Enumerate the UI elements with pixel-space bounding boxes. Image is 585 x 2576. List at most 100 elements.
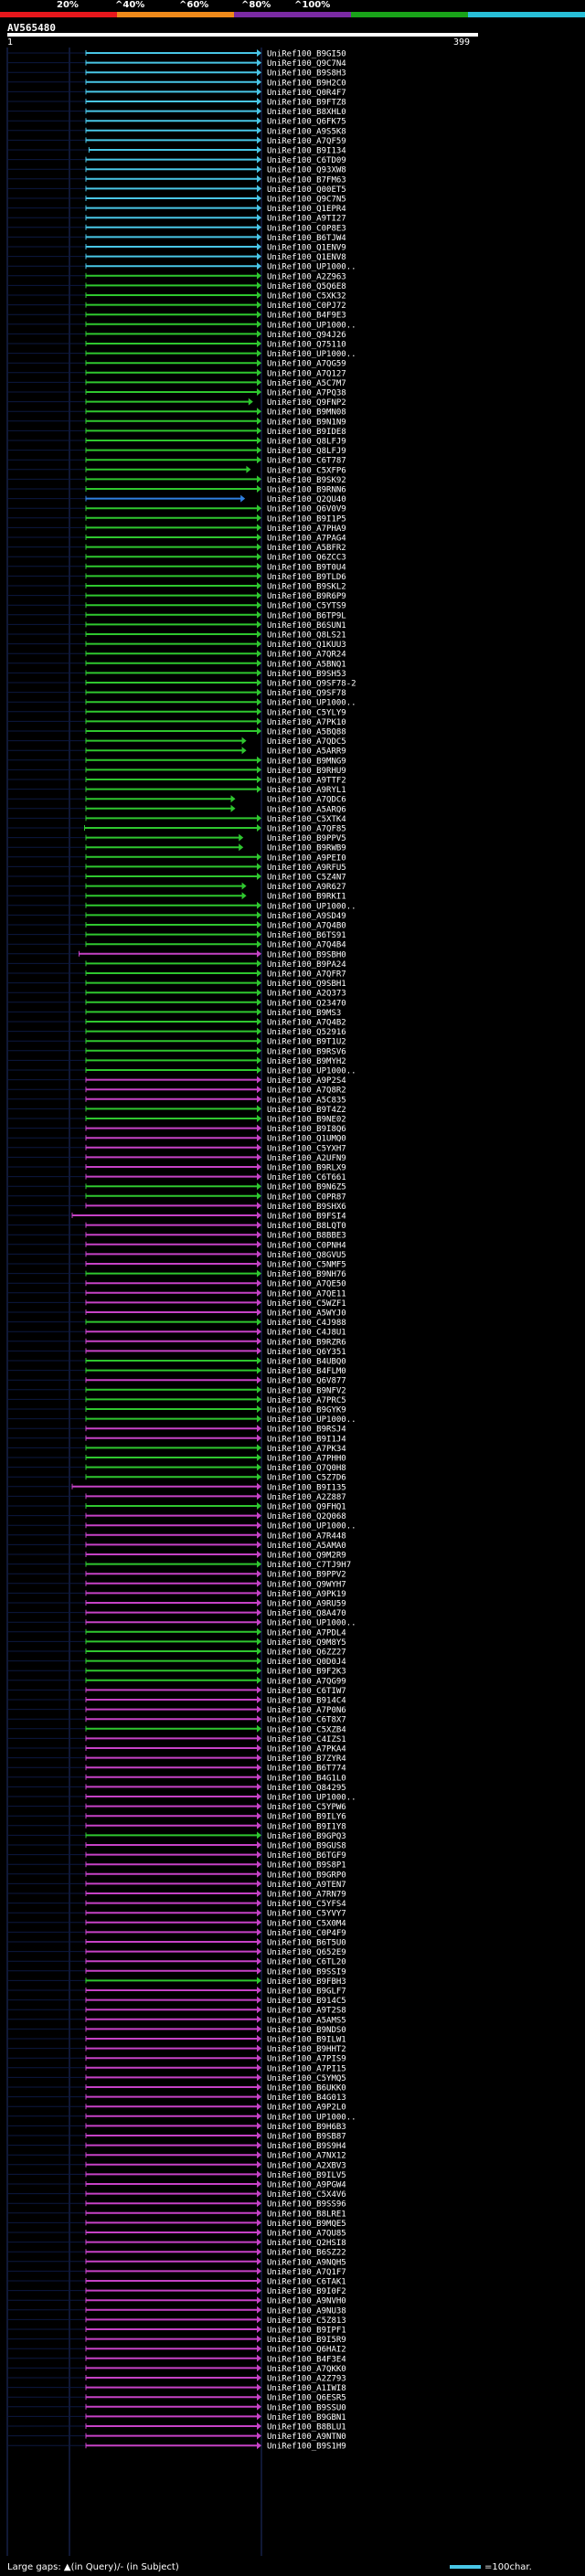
hit-label[interactable]: UniRef100_C5X4V6 — [267, 2190, 346, 2200]
hit-label[interactable]: UniRef100_C6TL20 — [267, 1958, 346, 1967]
hit-label[interactable]: UniRef100_A7PK10 — [267, 718, 346, 727]
hit-label[interactable]: UniRef100_A7Q4B0 — [267, 922, 346, 931]
hit-label[interactable]: UniRef100_Q1KUU3 — [267, 641, 346, 650]
hit-label[interactable]: UniRef100_C5XK32 — [267, 292, 346, 302]
hit-label[interactable]: UniRef100_A5AMS5 — [267, 2016, 346, 2025]
hit-label[interactable]: UniRef100_A9TEN7 — [267, 1881, 346, 1890]
hit-label[interactable]: UniRef100_A7NX12 — [267, 2152, 346, 2161]
hit-label[interactable]: UniRef100_B9H2C0 — [267, 79, 346, 88]
hit-label[interactable]: UniRef100_Q2QU40 — [267, 495, 346, 504]
hit-label[interactable]: UniRef100_Q00ET5 — [267, 186, 346, 195]
hit-label[interactable]: UniRef100_A9NTN0 — [267, 2433, 346, 2442]
hit-label[interactable]: UniRef100_Q6V0V9 — [267, 505, 346, 514]
hit-label[interactable]: UniRef100_B9RSJ4 — [267, 1426, 346, 1435]
hit-label[interactable]: UniRef100_Q9M8Y5 — [267, 1638, 346, 1648]
hit-label[interactable]: UniRef100_B8LRE1 — [267, 2210, 346, 2219]
hit-label[interactable]: UniRef100_Q52916 — [267, 1028, 346, 1037]
hit-label[interactable]: UniRef100_C5NMF5 — [267, 1261, 346, 1270]
hit-label[interactable]: UniRef100_A7PHA9 — [267, 525, 346, 534]
hit-label[interactable]: UniRef100_A7QR24 — [267, 651, 346, 660]
hit-label[interactable]: UniRef100_A2Q373 — [267, 990, 346, 999]
hit-label[interactable]: UniRef100_Q0R4F7 — [267, 89, 346, 98]
hit-label[interactable]: UniRef100_C0P4F9 — [267, 1929, 346, 1938]
hit-label[interactable]: UniRef100_Q23470 — [267, 999, 346, 1008]
hit-label[interactable]: UniRef100_Q2Q068 — [267, 1512, 346, 1521]
hit-label[interactable]: UniRef100_Q94J26 — [267, 331, 346, 340]
hit-label[interactable]: UniRef100_UP1000.. — [267, 902, 356, 911]
hit-label[interactable]: UniRef100_A7Q1F7 — [267, 2268, 346, 2277]
hit-label[interactable]: UniRef100_B9I134 — [267, 147, 346, 156]
hit-label[interactable]: UniRef100_B6T5U0 — [267, 1939, 346, 1948]
hit-label[interactable]: UniRef100_B9PPV5 — [267, 834, 346, 843]
hit-label[interactable]: UniRef100_B4G1L0 — [267, 1774, 346, 1783]
hit-label[interactable]: UniRef100_Q8LS21 — [267, 631, 346, 641]
hit-label[interactable]: UniRef100_B9GLF7 — [267, 1988, 346, 1997]
hit-label[interactable]: UniRef100_A5BFR2 — [267, 544, 346, 553]
hit-label[interactable]: UniRef100_B9I0F2 — [267, 2287, 346, 2296]
hit-label[interactable]: UniRef100_Q9SF78-2 — [267, 680, 356, 689]
hit-label[interactable]: UniRef100_B4F3E4 — [267, 2355, 346, 2364]
hit-label[interactable]: UniRef100_B7ZYR4 — [267, 1754, 346, 1764]
hit-label[interactable]: UniRef100_A7QE50 — [267, 1280, 346, 1289]
hit-label[interactable]: UniRef100_C5YPW6 — [267, 1803, 346, 1812]
hit-label[interactable]: UniRef100_B9RNN6 — [267, 486, 346, 495]
hit-label[interactable]: UniRef100_C4IZS1 — [267, 1735, 346, 1744]
hit-label[interactable]: UniRef100_C6T661 — [267, 1173, 346, 1182]
hit-label[interactable]: UniRef100_B9GUS8 — [267, 1842, 346, 1851]
hit-label[interactable]: UniRef100_Q8LFJ9 — [267, 438, 346, 447]
hit-label[interactable]: UniRef100_B8BLU1 — [267, 2423, 346, 2433]
hit-label[interactable]: UniRef100_C0PNH4 — [267, 1241, 346, 1250]
hit-label[interactable]: UniRef100_B6UKK0 — [267, 2084, 346, 2094]
hit-label[interactable]: UniRef100_B9T1U2 — [267, 1038, 346, 1047]
hit-label[interactable]: UniRef100_Q9SF78 — [267, 689, 346, 698]
hit-label[interactable]: UniRef100_A2Z793 — [267, 2375, 346, 2384]
hit-label[interactable]: UniRef100_Q6ESR5 — [267, 2394, 346, 2403]
hit-label[interactable]: UniRef100_A7Q4B2 — [267, 1019, 346, 1028]
hit-label[interactable]: UniRef100_B6SUN1 — [267, 621, 346, 631]
hit-label[interactable]: UniRef100_C4J988 — [267, 1319, 346, 1328]
hit-label[interactable]: UniRef100_A9NVH0 — [267, 2297, 346, 2306]
hit-label[interactable]: UniRef100_Q9WYH7 — [267, 1580, 346, 1589]
hit-label[interactable]: UniRef100_B4G013 — [267, 2094, 346, 2103]
hit-label[interactable]: UniRef100_A7QFR7 — [267, 970, 346, 980]
hit-label[interactable]: UniRef100_B9RKI1 — [267, 893, 346, 902]
hit-label[interactable]: UniRef100_A7PIS9 — [267, 2055, 346, 2064]
hit-label[interactable]: UniRef100_B9NFV2 — [267, 1386, 346, 1395]
hit-label[interactable]: UniRef100_B9IPF1 — [267, 2327, 346, 2336]
hit-label[interactable]: UniRef100_B9T4Z2 — [267, 1106, 346, 1115]
hit-label[interactable]: UniRef100_C0P8E3 — [267, 224, 346, 233]
hit-label[interactable]: UniRef100_Q93XW8 — [267, 166, 346, 175]
hit-label[interactable]: UniRef100_C6T787 — [267, 457, 346, 466]
hit-label[interactable]: UniRef100_C0PR87 — [267, 1193, 346, 1202]
hit-label[interactable]: UniRef100_A2UFN9 — [267, 1154, 346, 1163]
hit-label[interactable]: UniRef100_B9ILW1 — [267, 2036, 346, 2045]
hit-label[interactable]: UniRef100_A7RN79 — [267, 1891, 346, 1900]
hit-label[interactable]: UniRef100_B9I1Y8 — [267, 1822, 346, 1831]
hit-label[interactable]: UniRef100_A7R448 — [267, 1532, 346, 1541]
hit-label[interactable]: UniRef100_B9HHT2 — [267, 2045, 346, 2054]
hit-label[interactable]: UniRef100_A9RFU5 — [267, 864, 346, 873]
hit-label[interactable]: UniRef100_C5YXH7 — [267, 1144, 346, 1153]
hit-label[interactable]: UniRef100_C5YLY9 — [267, 708, 346, 717]
hit-label[interactable]: UniRef100_A5C7M7 — [267, 379, 346, 388]
hit-label[interactable]: UniRef100_B9T0U4 — [267, 563, 346, 572]
hit-label[interactable]: UniRef100_C5YFS4 — [267, 1900, 346, 1909]
hit-label[interactable]: UniRef100_B9RZR6 — [267, 1338, 346, 1347]
hit-label[interactable]: UniRef100_C5Z813 — [267, 2316, 346, 2326]
hit-label[interactable]: UniRef100_B9NDS0 — [267, 2026, 346, 2035]
hit-label[interactable]: UniRef100_UP1000.. — [267, 1522, 356, 1532]
hit-label[interactable]: UniRef100_A7QDC5 — [267, 737, 346, 747]
hit-label[interactable]: UniRef100_B9TLD6 — [267, 573, 346, 582]
hit-label[interactable]: UniRef100_Q84295 — [267, 1784, 346, 1793]
hit-label[interactable]: UniRef100_B9N1N9 — [267, 418, 346, 427]
hit-label[interactable]: UniRef100_Q1ENV9 — [267, 244, 346, 253]
hit-label[interactable]: UniRef100_B9GRP0 — [267, 1871, 346, 1880]
hit-label[interactable]: UniRef100_UP1000.. — [267, 699, 356, 708]
hit-label[interactable]: UniRef100_C5WZF1 — [267, 1299, 346, 1309]
hit-label[interactable]: UniRef100_B9F2K3 — [267, 1668, 346, 1677]
hit-label[interactable]: UniRef100_C6TD09 — [267, 156, 346, 165]
hit-label[interactable]: UniRef100_A7QDC6 — [267, 796, 346, 805]
hit-label[interactable]: UniRef100_A7QE11 — [267, 1289, 346, 1299]
hit-label[interactable]: UniRef100_A9TTF2 — [267, 777, 346, 786]
hit-label[interactable]: UniRef100_B9I1J4 — [267, 1435, 346, 1444]
